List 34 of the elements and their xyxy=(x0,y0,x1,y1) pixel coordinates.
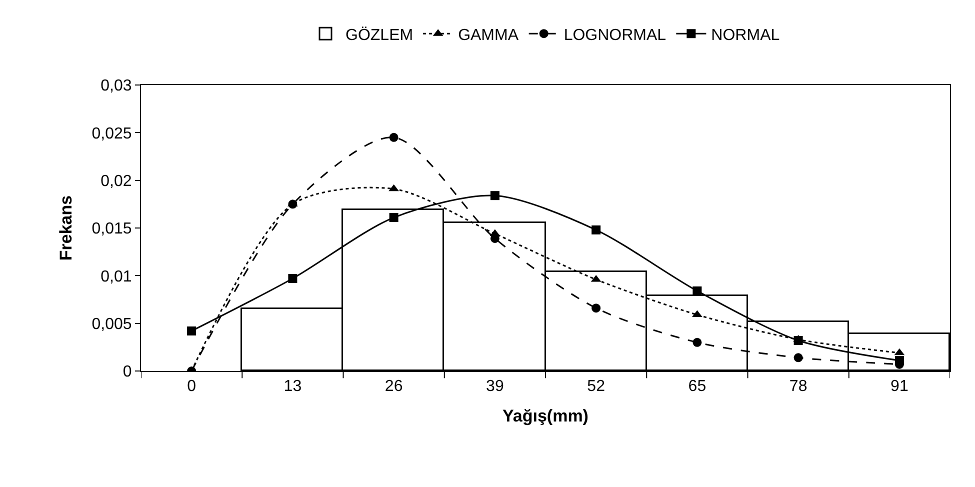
y-tick-label: 0,005 xyxy=(92,316,132,333)
point xyxy=(288,200,298,209)
y-tick-label: 0,02 xyxy=(100,172,132,190)
point xyxy=(794,353,803,362)
y-tick-label: 0,03 xyxy=(100,78,132,95)
point xyxy=(288,274,298,284)
point xyxy=(490,191,500,200)
point xyxy=(692,338,702,347)
point xyxy=(592,225,601,234)
point xyxy=(187,326,196,336)
y-tick-label: 0 xyxy=(122,364,132,381)
x-tick-label: 26 xyxy=(384,378,403,396)
legend-label: GÖZLEM xyxy=(346,26,414,44)
legend-label: NORMAL xyxy=(711,26,780,44)
legend-label: LOGNORMAL xyxy=(564,26,666,44)
x-tick-label: 0 xyxy=(187,378,196,396)
point xyxy=(692,286,702,296)
point xyxy=(894,356,904,366)
legend-label: GAMMA xyxy=(458,26,519,44)
x-tick-label: 65 xyxy=(688,378,706,396)
x-tick-label: 78 xyxy=(789,378,808,396)
x-tick-label: 13 xyxy=(284,378,302,396)
point xyxy=(389,213,398,222)
y-tick-label: 0,025 xyxy=(92,125,132,142)
x-axis-title: Yağış(mm) xyxy=(502,406,588,426)
point xyxy=(794,336,803,345)
x-tick-label: 91 xyxy=(890,378,908,396)
y-tick-label: 0,015 xyxy=(92,220,132,238)
point xyxy=(389,132,398,142)
x-tick-label: 52 xyxy=(587,378,606,396)
point xyxy=(592,304,601,313)
y-axis-title: Frekans xyxy=(56,195,76,261)
x-tick-label: 39 xyxy=(486,378,504,396)
y-tick-label: 0,01 xyxy=(100,268,132,286)
